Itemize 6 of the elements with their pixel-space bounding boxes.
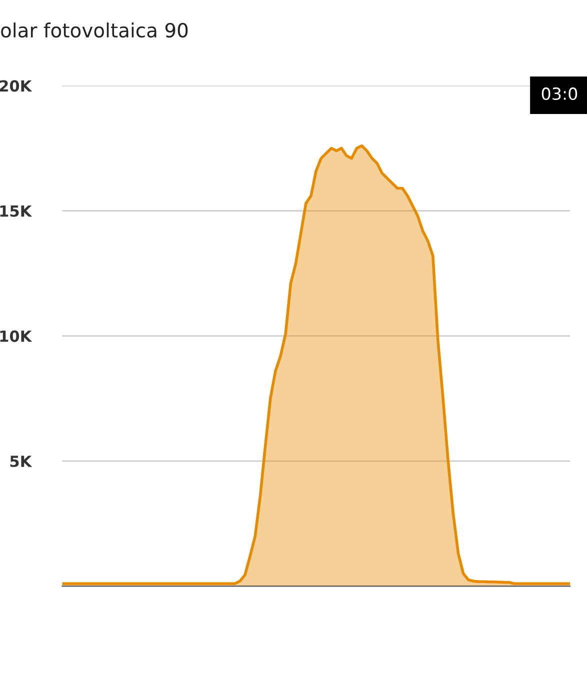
y-tick-label: 10K — [0, 330, 32, 342]
y-tick-label: 15K — [0, 205, 32, 217]
annotation: 03:0 — [542, 87, 578, 100]
y-tick-label: 5K — [10, 456, 32, 468]
y-tick-label: 20K — [0, 80, 32, 92]
chart-title: olar fotovoltaica 90 — [1, 22, 188, 38]
